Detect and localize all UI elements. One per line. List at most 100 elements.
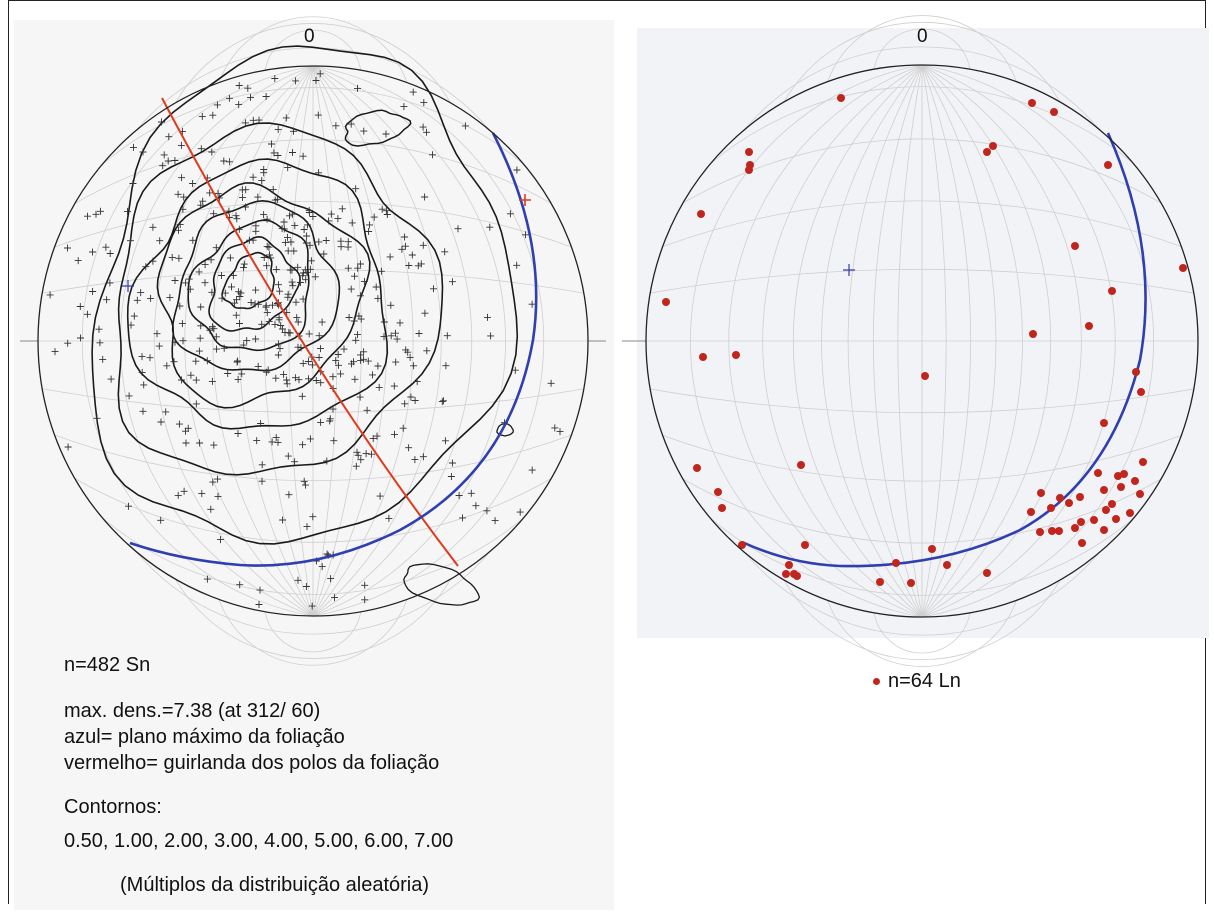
pole-cross-mark	[299, 359, 307, 367]
pole-cross-mark	[327, 575, 335, 583]
pole-cross-mark	[357, 456, 365, 464]
pole-cross-mark	[156, 237, 164, 245]
pole-cross-mark	[309, 513, 317, 521]
pole-cross-mark	[401, 242, 409, 250]
pole-cross-mark	[127, 237, 134, 245]
pole-cross-mark	[401, 233, 409, 241]
pole-cross-mark	[459, 514, 466, 522]
pole-cross-mark	[276, 344, 284, 352]
pole-cross-mark	[171, 338, 179, 346]
pole-cross-mark	[138, 368, 146, 376]
pole-cross-mark	[392, 329, 399, 337]
pole-cross-mark	[305, 209, 313, 216]
density-contour	[117, 122, 444, 476]
pole-cross-mark	[294, 263, 302, 271]
pole-cross-mark	[284, 164, 292, 172]
pole-cross-mark	[487, 332, 495, 340]
pole-cross-mark	[210, 441, 218, 449]
pole-cross-mark	[258, 177, 266, 185]
pole-cross-mark	[254, 193, 262, 201]
pole-cross-mark	[417, 260, 425, 268]
pole-cross-mark	[196, 439, 204, 447]
pole-cross-mark	[233, 358, 241, 366]
pole-cross-mark	[332, 357, 340, 365]
pole-cross-mark	[192, 376, 200, 384]
pole-cross-mark	[383, 211, 391, 218]
pole-cross-mark	[344, 238, 352, 246]
pole-cross-mark	[153, 330, 161, 338]
lineation-point	[1028, 99, 1036, 107]
pole-cross-mark	[224, 370, 232, 377]
pole-cross-mark	[279, 516, 287, 524]
pole-cross-mark	[419, 241, 427, 249]
pole-cross-mark	[335, 361, 342, 369]
pole-cross-mark	[483, 507, 491, 515]
pole-cross-mark	[429, 151, 436, 159]
pole-cross-mark	[366, 221, 373, 229]
pole-cross-mark	[232, 311, 240, 319]
pole-cross-mark	[106, 250, 114, 257]
pole-cross-mark	[93, 414, 101, 422]
lineation-point	[1126, 509, 1134, 517]
pole-cross-mark	[303, 232, 311, 240]
pole-cross-mark	[149, 257, 157, 265]
pole-cross-mark	[294, 318, 302, 326]
pole-cross-mark	[275, 340, 282, 348]
pole-cross-mark	[64, 244, 71, 252]
pole-cross-mark	[401, 400, 409, 408]
density-contour	[403, 563, 481, 606]
pole-cross-mark	[270, 149, 278, 157]
lineation-point	[892, 559, 900, 567]
lineation-point	[1029, 330, 1037, 338]
pole-cross-mark	[369, 435, 377, 443]
pole-cross-mark	[288, 210, 296, 218]
pole-cross-mark	[312, 377, 320, 384]
lineation-point	[1131, 477, 1139, 485]
pole-cross-mark	[252, 227, 260, 235]
pole-cross-mark	[263, 368, 271, 376]
pole-cross-mark	[387, 301, 395, 309]
pole-cross-mark	[338, 205, 346, 213]
pole-cross-mark	[102, 243, 110, 251]
lineation-point	[1077, 518, 1085, 526]
lineation-point	[732, 351, 740, 359]
pole-cross-mark	[362, 450, 370, 458]
pole-cross-mark	[268, 140, 275, 148]
pole-cross-mark	[51, 348, 59, 356]
grid-parallel	[783, 21, 1061, 103]
pole-cross-mark	[274, 125, 282, 133]
pole-cross-mark	[363, 406, 371, 414]
pole-cross-mark	[357, 315, 365, 323]
pole-cross-mark	[168, 253, 176, 261]
pole-cross-mark	[330, 437, 338, 445]
pole-cross-mark	[303, 269, 311, 277]
pole-cross-mark	[125, 392, 133, 400]
lineation-point	[989, 142, 997, 150]
pole-cross-mark	[235, 101, 243, 109]
pole-cross-mark	[369, 371, 376, 379]
pole-cross-mark	[226, 254, 234, 262]
pole-cross-mark	[214, 189, 222, 197]
contours-title: Contornos:	[64, 796, 162, 818]
lineation-point	[1078, 539, 1086, 547]
lineation-point	[1137, 388, 1145, 396]
pole-cross-mark	[263, 215, 271, 223]
pole-cross-mark	[240, 341, 248, 349]
pole-cross-mark	[301, 266, 309, 274]
left-red-girdle-line	[161, 97, 459, 567]
pole-cross-mark	[297, 344, 305, 352]
pole-cross-mark	[293, 314, 301, 322]
pole-cross-mark	[196, 334, 204, 342]
lineation-point	[876, 578, 884, 586]
lineation-point	[1114, 472, 1122, 480]
pole-cross-mark	[318, 318, 326, 326]
pole-cross-mark	[192, 357, 200, 365]
pole-cross-mark	[212, 333, 220, 341]
pole-cross-mark	[347, 285, 355, 293]
density-contour	[126, 158, 389, 430]
right-north-label: 0	[917, 26, 928, 47]
pole-cross-mark	[130, 143, 137, 151]
pole-cross-mark	[377, 267, 385, 275]
pole-cross-mark	[275, 281, 282, 289]
pole-cross-mark	[315, 354, 323, 361]
